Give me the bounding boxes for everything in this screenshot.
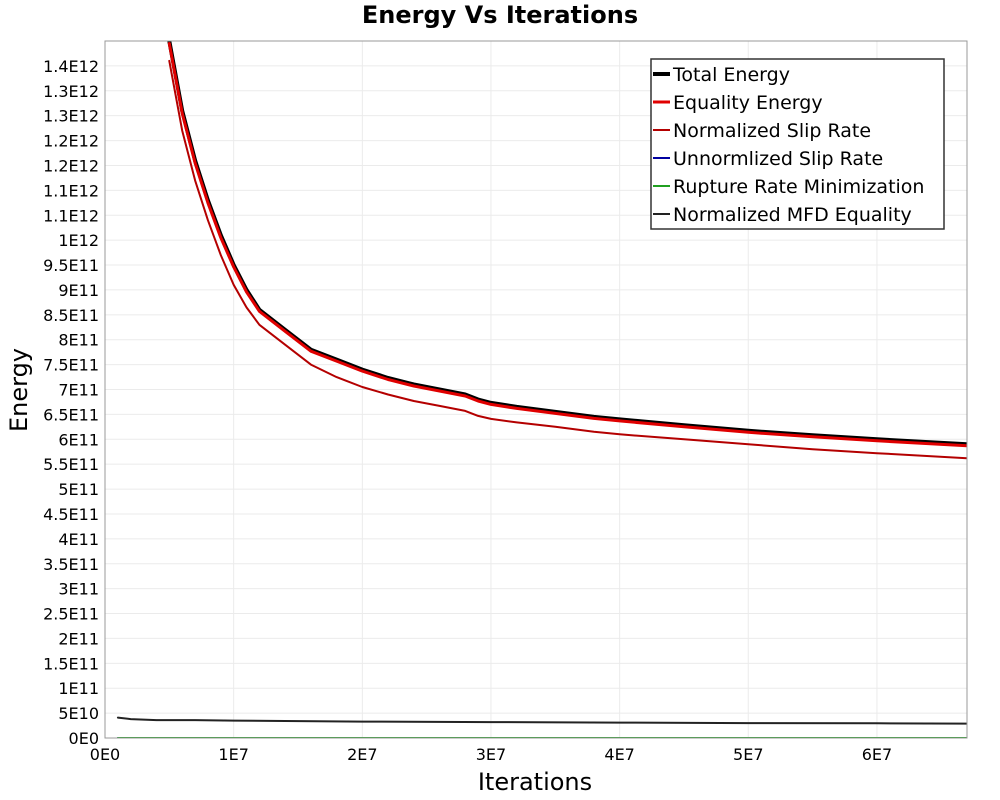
y-tick-label-20: 1E12 xyxy=(58,231,99,250)
x-tick-label-1: 1E7 xyxy=(218,745,248,764)
x-tick-label-6: 6E7 xyxy=(862,745,892,764)
legend-label-4: Rupture Rate Minimization xyxy=(673,176,924,198)
x-tick-label-3: 3E7 xyxy=(476,745,506,764)
x-axis-title: Iterations xyxy=(478,768,592,796)
y-tick-label-6: 3E11 xyxy=(58,580,99,599)
y-tick-label-24: 1.2E12 xyxy=(43,132,99,151)
plot-border xyxy=(104,40,968,739)
series-line-1 xyxy=(167,42,967,448)
y-tick-label-17: 8.5E11 xyxy=(43,306,99,325)
legend-label-3: Unnormlized Slip Rate xyxy=(673,148,883,170)
x-tick-label-4: 4E7 xyxy=(604,745,634,764)
legend-label-0: Total Energy xyxy=(672,64,790,86)
grid-lines xyxy=(104,41,967,739)
y-tick-label-19: 9.5E11 xyxy=(43,256,99,275)
x-axis-ticks: 0E0 1E7 2E7 3E7 4E7 5E7 6E7 xyxy=(90,745,892,764)
legend-label-2: Normalized Slip Rate xyxy=(673,120,871,142)
y-tick-label-26: 1.3E12 xyxy=(43,82,99,101)
legend-label-5: Normalized MFD Equality xyxy=(673,204,912,226)
y-tick-label-22: 1.1E12 xyxy=(43,181,99,200)
y-tick-label-14: 7E11 xyxy=(58,381,99,400)
series-layer xyxy=(116,41,967,738)
y-tick-label-18: 9E11 xyxy=(58,281,99,300)
series-line-2 xyxy=(168,59,967,460)
x-tick-label-5: 5E7 xyxy=(733,745,763,764)
y-tick-label-16: 8E11 xyxy=(58,331,99,350)
y-axis-ticks: 0E0 5E10 1E11 1.5E11 2E11 2.5E11 3E11 3.5E11 4E1… xyxy=(43,57,99,748)
y-tick-label-23: 1.2E12 xyxy=(43,156,99,175)
y-tick-label-3: 1.5E11 xyxy=(43,654,99,673)
y-axis-title: Energy xyxy=(5,348,33,432)
y-tick-label-13: 6.5E11 xyxy=(43,405,99,424)
y-tick-label-27: 1.4E12 xyxy=(43,57,99,76)
y-tick-label-12: 6E11 xyxy=(58,430,99,449)
chart-title: Energy Vs Iterations xyxy=(362,1,638,29)
legend-label-1: Equality Energy xyxy=(673,92,823,114)
y-tick-label-9: 4.5E11 xyxy=(43,505,99,524)
x-tick-label-2: 2E7 xyxy=(347,745,377,764)
y-tick-label-10: 5E11 xyxy=(58,480,99,499)
legend: Total Energy Equality Energy Normalized Sl… xyxy=(650,58,945,230)
y-tick-label-4: 2E11 xyxy=(58,629,99,648)
y-tick-label-25: 1.3E12 xyxy=(43,107,99,126)
y-tick-label-11: 5.5E11 xyxy=(43,455,99,474)
y-tick-label-1: 5E10 xyxy=(58,704,99,723)
y-tick-label-0: 0E0 xyxy=(69,729,99,748)
y-tick-label-8: 4E11 xyxy=(58,530,99,549)
series-line-5 xyxy=(116,716,967,725)
y-tick-label-2: 1E11 xyxy=(58,679,99,698)
y-tick-label-7: 3.5E11 xyxy=(43,555,99,574)
x-tick-label-0: 0E0 xyxy=(90,745,120,764)
y-tick-label-21: 1.1E12 xyxy=(43,206,99,225)
legend-box xyxy=(650,58,945,230)
y-tick-label-5: 2.5E11 xyxy=(43,605,99,624)
y-tick-label-15: 7.5E11 xyxy=(43,356,99,375)
